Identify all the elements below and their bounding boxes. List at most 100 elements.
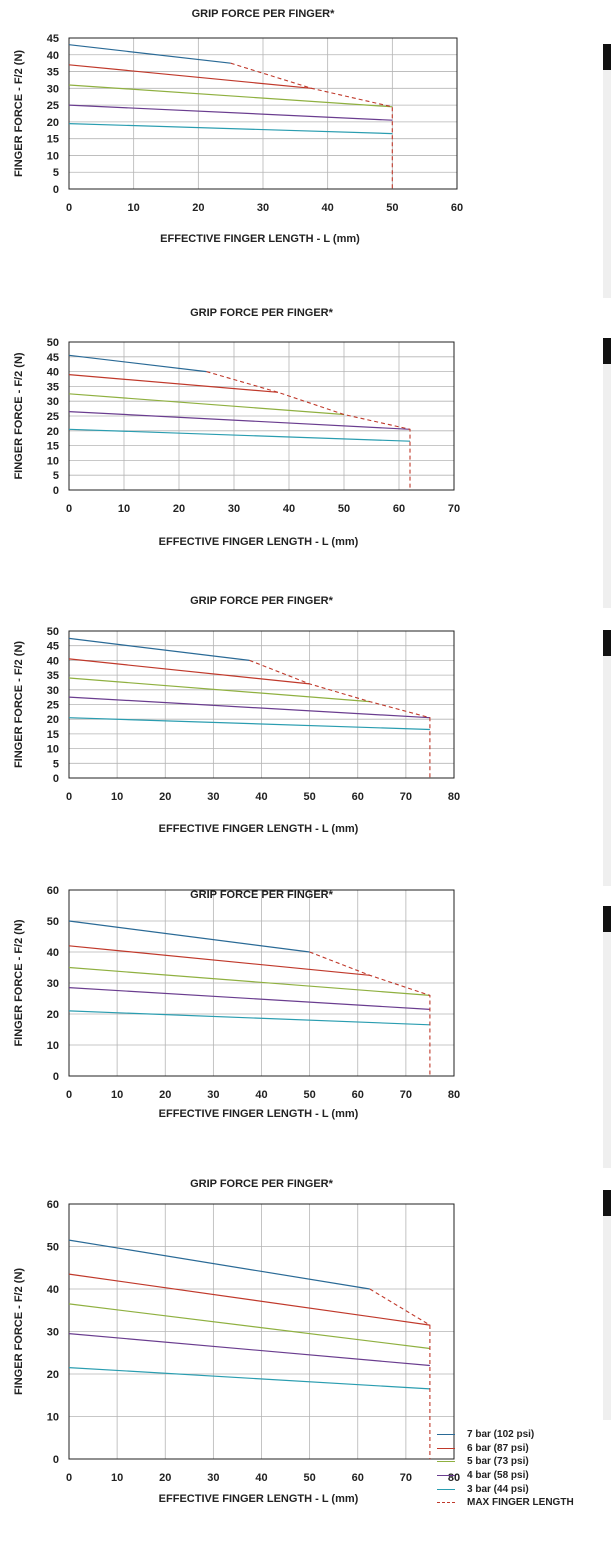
chart-3-xlabel: EFFECTIVE FINGER LENGTH - L (mm) [159, 823, 359, 835]
chart-2-xtick-6: 60 [393, 503, 405, 515]
chart-3-ytick-6: 30 [47, 685, 59, 697]
side-panel-1 [603, 44, 611, 298]
chart-2-plot-frame [68, 341, 455, 491]
chart-4-xtick-6: 60 [352, 1089, 364, 1101]
side-panel-3 [603, 630, 611, 886]
chart-3-xtick-5: 50 [304, 791, 316, 803]
chart-2-xtick-4: 40 [283, 503, 295, 515]
chart-3-xtick-6: 60 [352, 791, 364, 803]
chart-5-ytick-2: 20 [47, 1369, 59, 1381]
chart-5-series-3-line [68, 1303, 430, 1350]
chart-3-plot-frame [68, 630, 455, 779]
chart-1-ytick-8: 40 [47, 50, 59, 62]
chart-1-ytick-7: 35 [47, 67, 59, 79]
chart-5-ytick-1: 10 [47, 1412, 59, 1424]
chart-1-series-2-line [68, 64, 312, 89]
side-panel-5 [603, 1190, 611, 1420]
chart-1-series-3-line [68, 84, 393, 108]
chart-1-xtick-5: 50 [386, 202, 398, 214]
chart-5-xtick-8: 80 [448, 1472, 460, 1484]
chart-4-max-finger-length-line [309, 951, 431, 1076]
legend-item-6bar: 6 bar (87 psi) [437, 1442, 574, 1456]
chart-4-xlabel: EFFECTIVE FINGER LENGTH - L (mm) [159, 1108, 359, 1120]
chart-4-title: GRIP FORCE PER FINGER* [190, 889, 334, 901]
chart-2-ytick-0: 0 [53, 485, 59, 497]
chart-2-series-3-line [68, 393, 345, 416]
chart-4-xtick-5: 50 [304, 1089, 316, 1101]
chart-4-series-3-line [68, 966, 430, 996]
chart-2-xtick-0: 0 [66, 503, 72, 515]
chart-2-ytick-1: 5 [53, 470, 59, 482]
legend-swatch-4bar [437, 1475, 455, 1477]
legend-item-5bar: 5 bar (73 psi) [437, 1455, 574, 1469]
legend-item-3bar: 3 bar (44 psi) [437, 1482, 574, 1496]
chart-2-ytick-9: 45 [47, 352, 59, 364]
chart-4-series-5-line [68, 1010, 430, 1026]
chart-2-series-1-line [68, 354, 207, 373]
chart-5-title: GRIP FORCE PER FINGER* [190, 1178, 334, 1190]
chart-5-xtick-1: 10 [111, 1472, 123, 1484]
chart-4-xtick-2: 20 [159, 1089, 171, 1101]
chart-3-series-4-line [68, 696, 430, 719]
chart-3-ytick-4: 20 [47, 714, 59, 726]
chart-3-series-3-line [68, 677, 370, 703]
chart-3-xtick-3: 30 [207, 791, 219, 803]
legend-item-4bar: 4 bar (58 psi) [437, 1469, 574, 1483]
legend: 7 bar (102 psi) 6 bar (87 psi) 5 bar (73… [437, 1428, 574, 1510]
chart-3-ytick-2: 10 [47, 744, 59, 756]
chart-5-xlabel: EFFECTIVE FINGER LENGTH - L (mm) [159, 1493, 359, 1505]
chart-4-ytick-4: 40 [47, 947, 59, 959]
chart-1-xtick-0: 0 [66, 202, 72, 214]
legend-label-5bar: 5 bar (73 psi) [467, 1456, 529, 1468]
chart-3-ytick-1: 5 [53, 758, 59, 770]
chart-2-ylabel: FINGER FORCE - F/2 (N) [13, 352, 25, 479]
side-panel-header-3 [603, 630, 611, 656]
legend-label-7bar: 7 bar (102 psi) [467, 1429, 535, 1441]
chart-3-series-1-line [68, 637, 250, 661]
legend-label-3bar: 3 bar (44 psi) [467, 1483, 529, 1495]
chart-1-series-4-line [68, 104, 393, 121]
chart-1-ytick-5: 25 [47, 100, 59, 112]
chart-2-ytick-4: 20 [47, 426, 59, 438]
chart-1-max-finger-length-line [230, 62, 393, 189]
chart-1-ytick-6: 30 [47, 83, 59, 95]
chart-5-xtick-7: 70 [400, 1472, 412, 1484]
chart-5-ytick-6: 60 [47, 1199, 59, 1211]
chart-1-ytick-9: 45 [47, 33, 59, 45]
chart-4-ylabel: FINGER FORCE - F/2 (N) [13, 919, 25, 1046]
chart-2-title: GRIP FORCE PER FINGER* [190, 307, 334, 319]
chart-3-xtick-4: 40 [255, 791, 267, 803]
chart-1-xtick-3: 30 [257, 202, 269, 214]
legend-swatch-max-finger-length [437, 1502, 455, 1504]
chart-1-ylabel: FINGER FORCE - F/2 (N) [13, 50, 25, 177]
chart-5-max-finger-length-line [369, 1288, 431, 1459]
chart-5-xtick-0: 0 [66, 1472, 72, 1484]
chart-2-ytick-8: 40 [47, 367, 59, 379]
side-panel-4 [603, 906, 611, 1168]
chart-5-xtick-6: 60 [352, 1472, 364, 1484]
chart-4-ytick-2: 20 [47, 1009, 59, 1021]
chart-4-ytick-5: 50 [47, 916, 59, 928]
chart-1-title: GRIP FORCE PER FINGER* [192, 8, 336, 20]
chart-2-xtick-3: 30 [228, 503, 240, 515]
chart-5-series-2-line [68, 1273, 430, 1326]
chart-1-plot-frame [68, 37, 458, 190]
chart-3-ylabel: FINGER FORCE - F/2 (N) [13, 641, 25, 768]
chart-2-ytick-2: 10 [47, 455, 59, 467]
chart-3-ytick-5: 25 [47, 700, 59, 712]
chart-5-ytick-4: 40 [47, 1284, 59, 1296]
chart-4-ytick-1: 10 [47, 1040, 59, 1052]
chart-5-series-1-line [68, 1239, 370, 1290]
chart-4-plot-frame [68, 889, 455, 1077]
chart-3-title: GRIP FORCE PER FINGER* [190, 595, 334, 607]
legend-swatch-5bar [437, 1461, 455, 1463]
chart-4-series-4-line [68, 987, 430, 1010]
chart-2-xtick-5: 50 [338, 503, 350, 515]
chart-1-ytick-1: 5 [53, 167, 59, 179]
chart-3-max-finger-length-line [249, 659, 431, 778]
chart-5-ytick-5: 50 [47, 1242, 59, 1254]
chart-5-series-4-line [68, 1333, 430, 1367]
chart-4-series-1-line [68, 920, 310, 953]
chart-3-xtick-8: 80 [448, 791, 460, 803]
